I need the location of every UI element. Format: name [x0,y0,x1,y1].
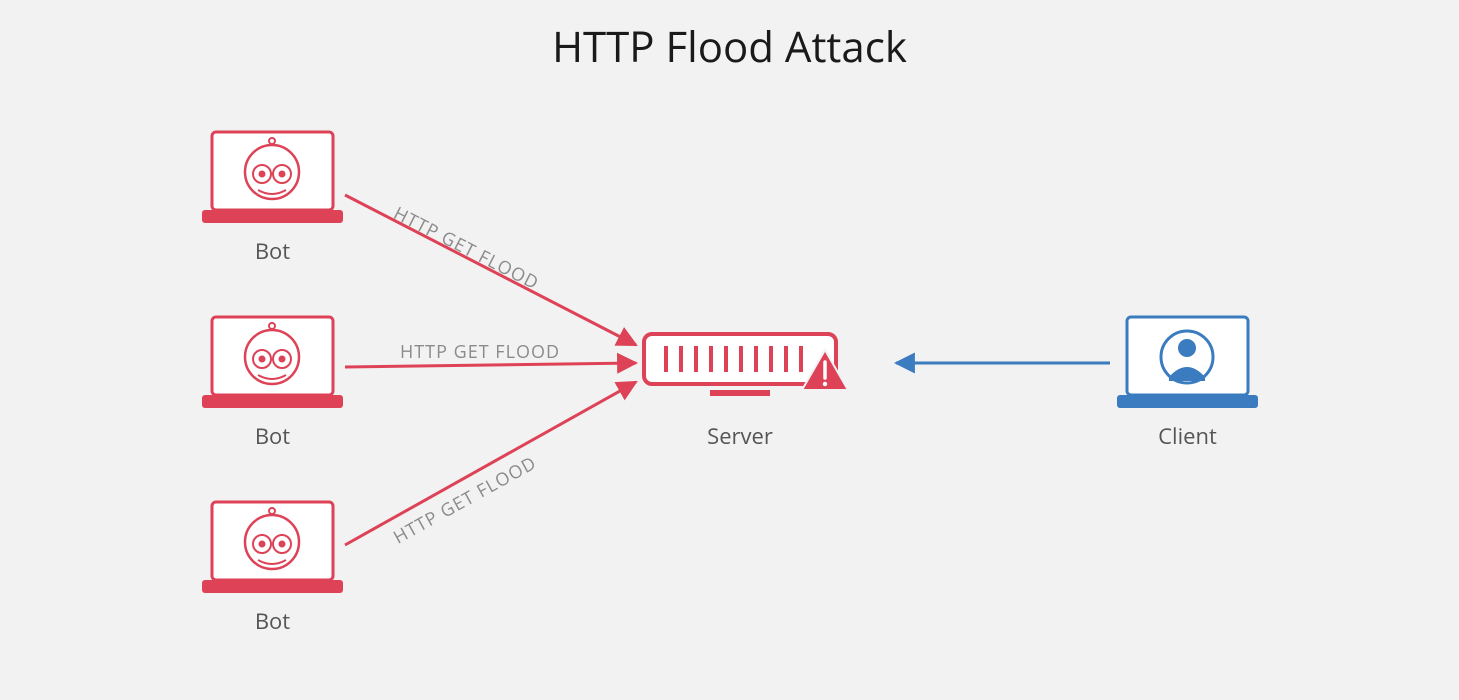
diagram-title: HTTP Flood Attack [0,18,1459,75]
bot-node-1: Bot [200,130,345,266]
client-laptop-icon [1115,315,1260,410]
server-icon [640,330,850,410]
bot-laptop-icon [200,500,345,595]
bot-label-1: Bot [200,236,345,266]
edge-label-1: HTTP GET FLOOD [390,201,543,295]
server-node: Server [640,330,840,451]
server-label: Server [640,421,840,451]
client-node: Client [1115,315,1260,451]
client-label: Client [1115,421,1260,451]
edge-bot3-server [345,382,636,545]
bot-node-3: Bot [200,500,345,636]
bot-node-2: Bot [200,315,345,451]
bot-label-2: Bot [200,421,345,451]
bot-laptop-icon [200,315,345,410]
bot-laptop-icon [200,130,345,225]
edge-label-3: HTTP GET FLOOD [389,451,541,550]
edge-label-2: HTTP GET FLOOD [400,340,560,364]
bot-label-3: Bot [200,606,345,636]
